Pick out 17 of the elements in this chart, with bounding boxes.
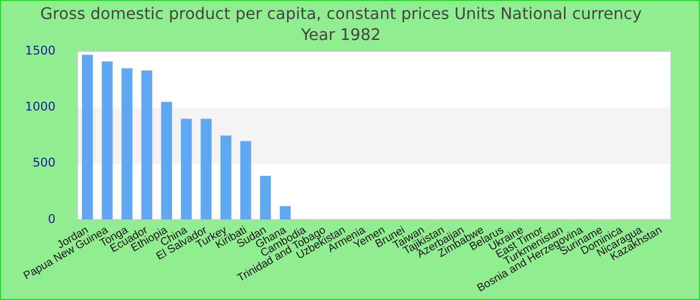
y-tick-label: 1500 <box>24 44 56 58</box>
bar <box>102 61 113 220</box>
bar <box>122 68 132 220</box>
bar <box>180 118 192 220</box>
bar <box>161 102 172 220</box>
bar <box>260 176 271 220</box>
y-tick-label: 500 <box>32 156 56 170</box>
bar <box>141 70 152 220</box>
y-tick-label: 0 <box>48 212 56 226</box>
bar <box>220 136 232 220</box>
bar <box>82 54 93 220</box>
chart-subtitle: Year 1982 <box>300 24 381 44</box>
bar <box>280 206 291 220</box>
y-tick-label: 1000 <box>24 100 56 114</box>
bar <box>200 118 212 220</box>
chart-title: Gross domestic product per capita, constant prices Units National currency <box>40 4 642 23</box>
bar <box>240 141 252 220</box>
